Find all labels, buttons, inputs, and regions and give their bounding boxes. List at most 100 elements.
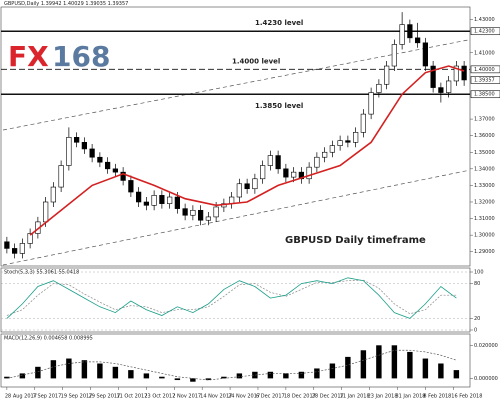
candle-body [453,65,459,82]
stoch-signal [6,279,457,316]
macd-bar [407,351,413,379]
y-tick-label: 80 [474,281,480,287]
candle-body [198,209,204,221]
candle-body [290,171,297,178]
x-tick-label: 6 Dec 2017 [256,394,285,400]
candle-body [283,168,289,178]
y-tick-label: 0 [474,328,477,334]
candle-body [12,248,18,254]
candle-body [267,155,273,166]
macd-bar [66,358,72,379]
candle-body [174,196,181,209]
x-tick-label: 18 Dec 2017 [284,394,316,400]
y-tick-label: 1.37000 [474,117,495,123]
candle-body [128,180,134,193]
macd-bar [205,378,212,381]
candle-body [461,65,467,81]
macd-bar [35,366,41,379]
y-tick-label: 1.29000 [474,249,495,255]
candle-body [244,183,250,190]
last-price-label: 1.39357 [474,78,495,84]
x-tick-label: 23 Jan 2018 [368,394,398,400]
candle-body [19,243,25,254]
candle-body [159,195,165,204]
macd-bar [360,350,367,379]
stoch-title: Stoch(5,3,3) 55.3061 55.0418 [4,270,79,276]
macd-bar [236,373,243,379]
candle-body [167,196,173,204]
candle-body [182,208,188,216]
logo-num: 168 [52,40,110,73]
candle-body [275,155,281,170]
candle-body [236,183,243,198]
x-tick-label: 24 Nov 2017 [228,394,260,400]
macd-bar [345,356,351,379]
candle-body [252,178,258,190]
y-tick-label: 1.43000 [474,17,495,23]
macd-bar [314,368,320,379]
stoch-main [6,277,457,319]
candle-body [229,196,235,204]
macd-bar [221,376,227,379]
candle-body [120,171,126,181]
trend-line [2,170,469,266]
y-tick-label: 20 [474,316,480,322]
y-tick-label: 1.32000 [474,199,495,205]
y-tick-label: 1.41000 [474,50,495,56]
level-label: 1.4000 level [232,57,280,65]
candle-body [337,140,343,146]
y-tick-label: 1.34000 [474,166,495,172]
level-axis-box [470,27,500,36]
candle-body [58,165,64,188]
candle-body [112,168,119,173]
candle-body [352,132,359,143]
macd-bar [19,373,26,379]
candle-body [414,37,421,44]
price-panel [0,6,471,267]
macd-bar [128,370,134,379]
level-label: 1.3850 level [255,102,303,110]
candle-body [74,137,80,143]
annotation: GBPUSD Daily timeframe [285,235,426,246]
macd-title: MACD(12,26,9) 0.004658 0.008995 [4,336,93,342]
candle-body [391,44,397,67]
candle-body [368,92,374,115]
candle-body [213,206,219,218]
macd-bar [190,378,196,382]
y-tick-label: 0.020000 [474,343,498,349]
x-tick-label: 16 Feb 2018 [451,394,482,400]
level-label: 1.4230 level [255,19,303,27]
candle-body [430,65,436,88]
candle-body [27,233,33,244]
level-axis-box [470,65,500,74]
logo-fx: FX [8,40,49,73]
macd-bar [97,363,103,379]
candle-body [445,80,452,93]
moving-average [29,65,465,236]
candle-body [205,216,212,221]
macd-bar [376,345,382,379]
macd-bar [283,373,289,379]
candle-body [376,83,382,93]
candle-body [407,24,413,39]
candle-body [306,166,312,180]
y-tick-label: 1.35000 [474,150,495,156]
candle-body [151,195,157,206]
level-axis-label: 1.42300 [474,29,495,35]
x-tick-label: 2 Nov 2017 [172,394,201,400]
candle-body [97,156,103,163]
macd-bar [422,358,429,379]
macd-signal [6,349,457,381]
macd-bar [391,345,398,379]
header: GBPUSD,Daily 1.39942 1.40029 1.39035 1.3… [4,1,128,7]
candle-body [314,156,320,168]
x-tick-label: 8 Feb 2018 [423,394,451,400]
y-tick-label: 1.36000 [474,133,495,139]
x-tick-label: 11 Jan 2018 [340,394,370,400]
candle-body [66,137,72,166]
candle-body [321,151,328,158]
level-axis-label: 1.40000 [474,67,495,73]
macd-panel [0,333,471,388]
stoch-panel [0,267,471,333]
